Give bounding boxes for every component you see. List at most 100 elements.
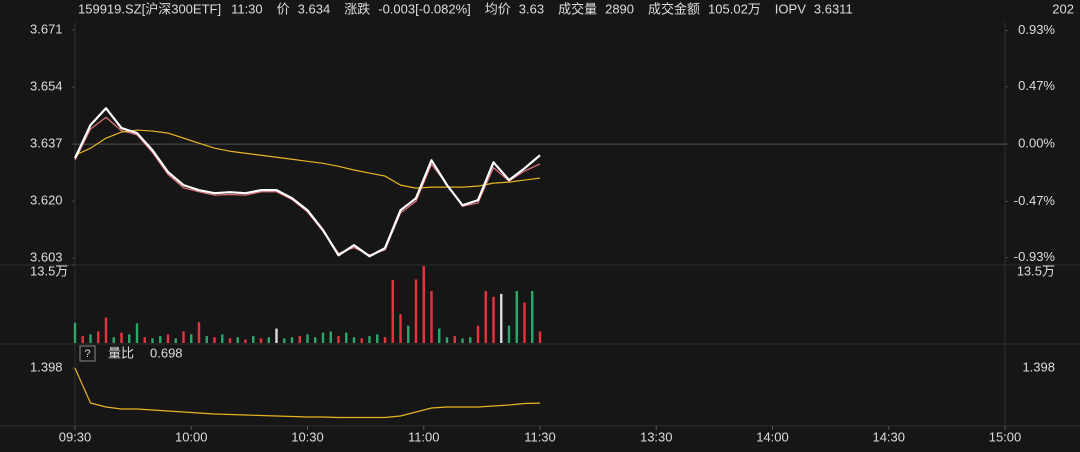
- volume-bar: [345, 332, 348, 343]
- volume-bar: [128, 334, 131, 343]
- volume-bar: [407, 325, 410, 343]
- y-tick-label: 1.398: [30, 360, 63, 375]
- y-tick-label: 3.671: [30, 21, 63, 36]
- volume-bar: [376, 334, 379, 343]
- volume-bar: [360, 338, 363, 343]
- y2-tick-label: 0.93%: [1018, 22, 1055, 37]
- volume-bar: [453, 336, 456, 343]
- volume-bar: [275, 328, 278, 343]
- volume-bar: [252, 336, 255, 343]
- volume-bar: [469, 337, 472, 343]
- header-text: 105.02万: [708, 1, 761, 16]
- volume-bar: [500, 293, 503, 343]
- volume-bar: [515, 291, 518, 343]
- x-tick-label: 14:30: [872, 429, 905, 444]
- y2-tick-label: 0.00%: [1018, 136, 1055, 151]
- panel-title: 量比: [108, 345, 134, 360]
- volume-bar: [445, 337, 449, 343]
- x-tick-label: 15:00: [989, 429, 1022, 444]
- volume-bar: [298, 336, 301, 343]
- volume-bar: [120, 332, 123, 343]
- volume-bar: [383, 337, 387, 343]
- volume-bar: [476, 325, 480, 343]
- header-text: 均价: [485, 1, 511, 16]
- header-text: 成交量: [558, 1, 597, 16]
- volume-bar: [337, 336, 340, 343]
- volume-bar: [166, 334, 170, 343]
- header-text: 价: [277, 1, 290, 16]
- x-tick-label: 13:30: [640, 429, 673, 444]
- volume-bar: [352, 337, 356, 343]
- volume-bar: [182, 331, 185, 343]
- y-tick-label: 3.637: [30, 136, 63, 151]
- volume-bar: [414, 279, 418, 343]
- header-text: 成交金额: [648, 1, 700, 16]
- volume-bar: [174, 338, 177, 343]
- x-tick-label: 10:00: [175, 429, 208, 444]
- volume-bar: [290, 337, 294, 343]
- volume-bar: [73, 322, 77, 343]
- header-text: 3.634: [298, 1, 331, 16]
- x-tick-label: 11:30: [524, 429, 556, 444]
- volume-bar: [484, 291, 487, 343]
- volume-bar: [399, 314, 402, 343]
- volume-bar: [159, 336, 162, 343]
- y-tick-label-right: 13.5万: [1017, 263, 1055, 278]
- volume-bar: [151, 338, 154, 343]
- volume-bar: [197, 322, 201, 343]
- volume-bar: [89, 334, 92, 343]
- header-text: 3.63: [519, 1, 544, 16]
- series-line: [74, 367, 541, 419]
- volume-bar: [213, 337, 216, 343]
- header-text: 涨跌: [344, 1, 370, 16]
- help-icon[interactable]: [79, 345, 96, 362]
- y-tick-label: 3.620: [30, 193, 63, 208]
- y-tick-label: 13.5万: [30, 263, 68, 278]
- volume-bar: [112, 337, 115, 343]
- volume-bar: [221, 334, 224, 343]
- volume-bar: [244, 339, 247, 343]
- volume-bar: [329, 331, 332, 343]
- header-text: 159919.SZ[沪深300ETF]: [78, 1, 221, 16]
- volume-bar: [314, 337, 317, 343]
- volume-bar: [438, 328, 441, 343]
- header-text: 2890: [605, 1, 634, 16]
- header-text: IOPV: [775, 1, 806, 16]
- volume-bar: [283, 338, 286, 343]
- x-tick-label: 14:00: [756, 429, 789, 444]
- y2-tick-label: -0.47%: [1014, 193, 1056, 208]
- volume-bar: [523, 302, 526, 343]
- volume-bar: [190, 334, 193, 343]
- volume-bar: [492, 296, 495, 343]
- series-line: [74, 107, 541, 258]
- help-icon-glyph[interactable]: ?: [84, 348, 90, 360]
- volume-bar: [81, 336, 84, 343]
- volume-bar: [267, 337, 270, 343]
- header-text: -0.003[-0.082%]: [378, 1, 471, 16]
- header-text: 11:30: [231, 1, 263, 16]
- volume-bar: [228, 338, 232, 343]
- volume-bar: [368, 336, 371, 343]
- volume-bar: [461, 338, 464, 343]
- x-tick-label: 11:00: [408, 429, 440, 444]
- volume-bar: [422, 266, 425, 343]
- series-line: [74, 129, 541, 189]
- volume-bar: [538, 331, 542, 343]
- header-text: 3.6311: [814, 1, 853, 16]
- x-tick-label: 09:30: [59, 429, 92, 444]
- y-tick-label: 3.654: [30, 79, 63, 94]
- volume-bar: [507, 325, 511, 343]
- y-tick-label: 3.603: [30, 250, 63, 265]
- volume-bar: [236, 337, 239, 343]
- header-right: 202: [1052, 1, 1074, 16]
- volume-bar: [97, 331, 100, 343]
- volume-bar: [104, 317, 108, 343]
- volume-bar: [321, 332, 325, 343]
- volume-bar: [143, 337, 146, 343]
- volume-bar: [430, 291, 433, 343]
- volume-bar: [259, 338, 263, 343]
- x-tick-label: 10:30: [291, 429, 324, 444]
- volume-bar: [306, 334, 309, 343]
